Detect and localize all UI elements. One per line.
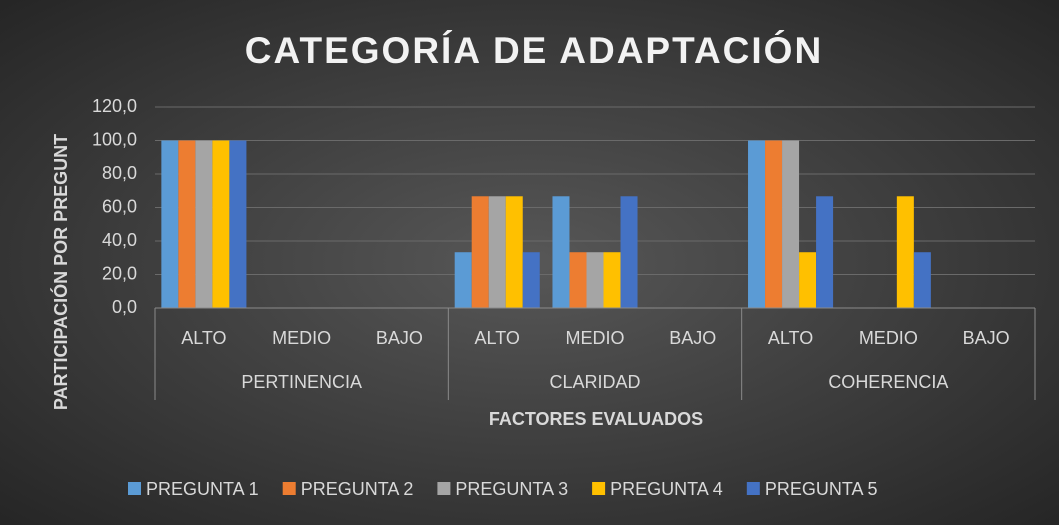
legend-label: PREGUNTA 4: [610, 479, 723, 499]
bar: [505, 196, 523, 308]
bar: [586, 252, 604, 308]
bar: [569, 252, 587, 308]
bar: [782, 140, 800, 308]
y-tick-label: 60,0: [102, 196, 137, 216]
x-tick-label: BAJO: [669, 328, 716, 348]
bar: [620, 196, 638, 308]
x-tick-label: ALTO: [181, 328, 226, 348]
x-tick-label: BAJO: [963, 328, 1010, 348]
bar: [896, 196, 914, 308]
y-tick-label: 100,0: [92, 129, 137, 149]
legend-label: PREGUNTA 2: [301, 479, 414, 499]
bar: [471, 196, 489, 308]
legend-swatch: [128, 482, 141, 495]
legend-swatch: [592, 482, 606, 495]
x-tick-label: ALTO: [475, 328, 520, 348]
y-tick-label: 120,0: [92, 96, 137, 116]
legend-swatch: [746, 482, 760, 495]
group-label: CLARIDAD: [549, 372, 640, 392]
y-axis-title: PARTICIPACIÓN POR PREGUNT: [50, 134, 71, 410]
group-label: COHERENCIA: [828, 372, 948, 392]
legend-swatch: [437, 482, 451, 495]
bar: [161, 140, 179, 308]
bar: [195, 140, 213, 308]
x-tick-label: ALTO: [768, 328, 813, 348]
bar: [488, 196, 506, 308]
bar: [913, 252, 931, 308]
x-tick-label: BAJO: [376, 328, 423, 348]
bar: [603, 252, 621, 308]
bar: [229, 140, 247, 308]
legend-swatch: [282, 482, 296, 495]
group-label: PERTINENCIA: [241, 372, 362, 392]
bar: [454, 252, 472, 308]
y-tick-label: 80,0: [102, 163, 137, 183]
bar: [765, 140, 783, 308]
legend-label: PREGUNTA 1: [146, 479, 259, 499]
legend-label: PREGUNTA 5: [765, 479, 878, 499]
bar: [816, 196, 834, 308]
bar: [799, 252, 817, 308]
bar: [522, 252, 540, 308]
bar: [212, 140, 230, 308]
y-tick-label: 40,0: [102, 230, 137, 250]
x-tick-label: MEDIO: [565, 328, 624, 348]
bar: [552, 196, 570, 308]
chart-title: CATEGORÍA DE ADAPTACIÓN: [245, 29, 823, 71]
y-tick-label: 0,0: [112, 297, 137, 317]
x-tick-label: MEDIO: [859, 328, 918, 348]
legend-label: PREGUNTA 3: [455, 479, 568, 499]
x-tick-label: MEDIO: [272, 328, 331, 348]
bar: [178, 140, 196, 308]
y-tick-label: 20,0: [102, 263, 137, 283]
x-axis-title: FACTORES EVALUADOS: [489, 409, 703, 429]
bar: [748, 140, 766, 308]
